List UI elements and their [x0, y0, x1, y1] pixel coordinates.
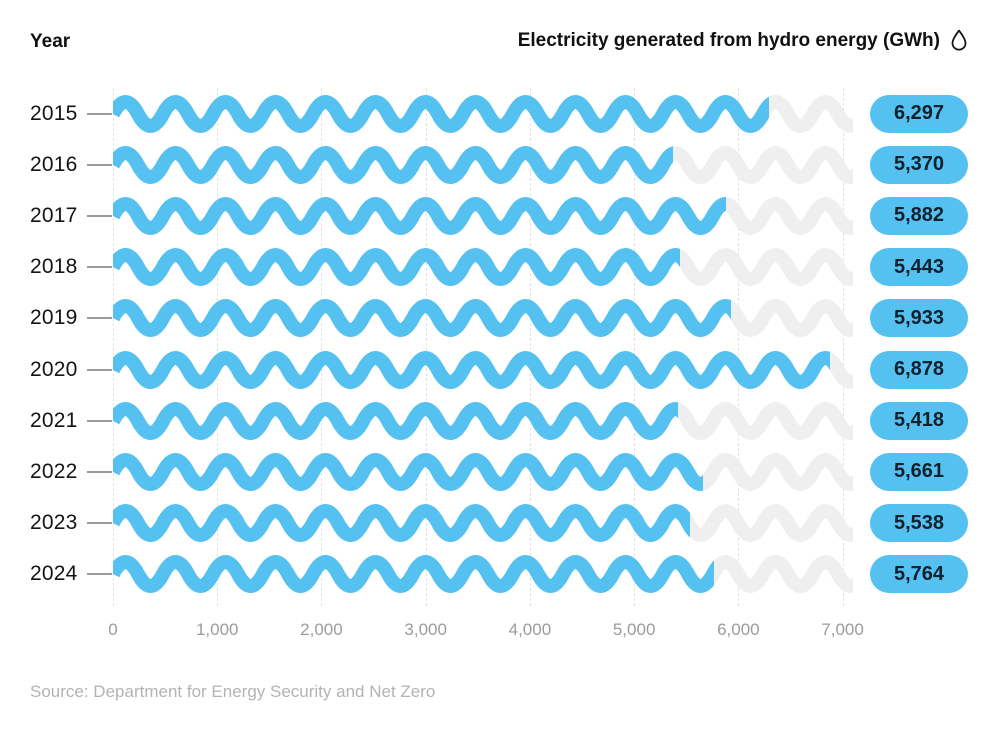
year-tick-line	[87, 163, 113, 166]
gridlines-layer	[0, 88, 1000, 606]
chart-row: 2016 5,370	[0, 139, 1000, 190]
chart-header: Electricity generated from hydro energy …	[518, 28, 970, 54]
year-label: 2022	[30, 459, 78, 483]
x-axis-tick: 5,000	[612, 620, 656, 639]
gridline	[113, 88, 114, 606]
wave-bar	[113, 453, 853, 491]
x-axis-tick: 1,000	[195, 620, 239, 639]
wave-bar	[113, 94, 853, 133]
year-tick-line	[87, 419, 113, 422]
wave-bar	[113, 197, 853, 235]
wave-bar	[113, 555, 853, 594]
gridline	[842, 88, 844, 606]
y-axis-title: Year	[30, 31, 71, 52]
year-tick-line	[87, 573, 113, 576]
year-tick-line	[87, 266, 113, 269]
value-badge: 5,764	[870, 555, 968, 594]
gridline	[738, 88, 740, 606]
x-axis-tick: 2,000	[300, 620, 343, 639]
year-label: 2016	[30, 152, 78, 176]
value-badge: 5,418	[870, 401, 968, 440]
year-tick-line	[87, 522, 113, 525]
value-badge: 6,878	[870, 350, 968, 389]
x-axis-tick: 7,000	[821, 620, 864, 639]
year-label: 2021	[30, 408, 78, 432]
gridline	[529, 88, 531, 606]
wave-bar	[113, 145, 853, 184]
chart-row: 2021 5,418	[0, 395, 1000, 446]
year-tick-line	[87, 214, 113, 217]
year-label: 2015	[30, 101, 78, 125]
chart-row: 2019 5,933	[0, 293, 1000, 344]
value-badge: 5,443	[870, 248, 968, 287]
year-label: 2017	[30, 203, 78, 227]
wave-bar	[113, 350, 853, 389]
year-label: 2023	[30, 511, 78, 535]
chart-row: 2020 6,878	[0, 344, 1000, 395]
value-badge: 6,297	[870, 94, 968, 133]
wave-bar	[113, 401, 853, 440]
x-axis-tick: 3,000	[404, 620, 447, 639]
water-drop-icon	[951, 29, 967, 51]
year-label: 2024	[30, 562, 78, 586]
x-axis-tick: 0	[108, 620, 118, 639]
year-label: 2019	[30, 306, 78, 330]
chart-row: 2023 5,538	[0, 498, 1000, 549]
wave-bar	[113, 504, 853, 542]
gridline	[217, 88, 219, 606]
value-badge: 5,882	[870, 196, 968, 235]
x-axis-tick: 6,000	[717, 620, 760, 639]
gridline	[321, 88, 323, 606]
gridline	[425, 88, 427, 606]
gridline	[634, 88, 636, 606]
year-tick-line	[87, 368, 113, 371]
chart-row: 2018 5,443	[0, 242, 1000, 293]
chart-title: Electricity generated from hydro energy …	[517, 30, 940, 51]
year-label: 2018	[30, 255, 78, 279]
year-tick-line	[87, 112, 113, 115]
chart-row: 2022 5,661	[0, 446, 1000, 497]
chart-row: 2017 5,882	[0, 190, 1000, 241]
x-axis: 0 1,000 2,000 3,000 4,000 5,000 6,000 7,000	[0, 620, 1000, 644]
source-note: Source: Department for Energy Security a…	[30, 682, 436, 701]
chart-rows: 2015 6,297 2016 5,370 2017 5,882 2018 5,443 2019…	[0, 88, 1000, 600]
year-label: 2020	[30, 357, 78, 381]
value-badge: 5,538	[870, 504, 968, 543]
wave-bar	[113, 299, 853, 338]
year-tick-line	[87, 317, 113, 320]
value-badge: 5,933	[870, 299, 968, 338]
x-axis-tick: 4,000	[508, 620, 552, 639]
wave-bar	[113, 248, 853, 286]
value-badge: 5,661	[870, 452, 968, 491]
value-badge: 5,370	[870, 145, 968, 184]
year-tick-line	[87, 470, 113, 473]
chart-row: 2015 6,297	[0, 88, 1000, 139]
chart-row: 2024 5,764	[0, 549, 1000, 600]
